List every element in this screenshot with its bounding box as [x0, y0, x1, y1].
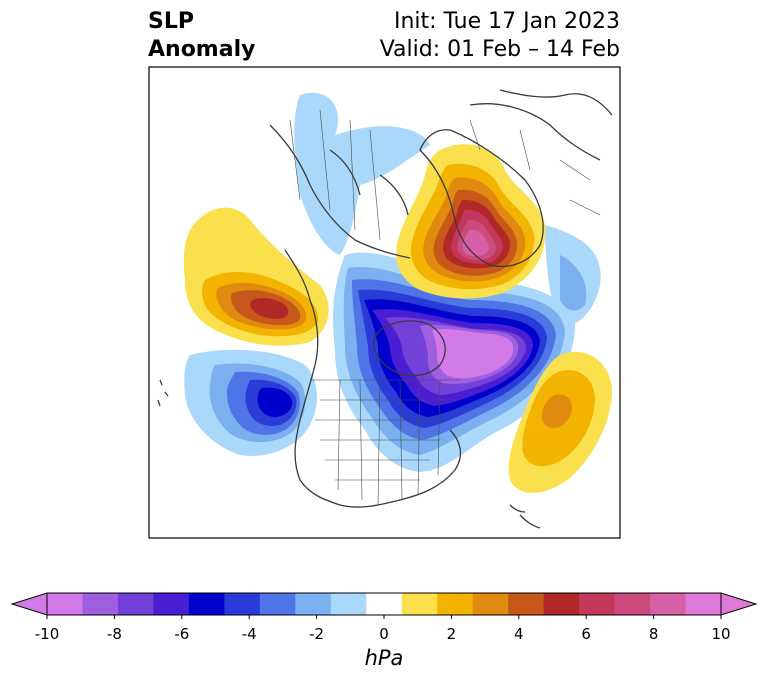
colorbar-tick-label: 2 [446, 625, 457, 643]
colorbar-swatch [295, 593, 332, 615]
plot-title: SLP Anomaly [148, 8, 255, 64]
colorbar-swatch [259, 593, 296, 615]
colorbar-swatch [117, 593, 154, 615]
map-area [149, 67, 620, 538]
colorbar-tick-label: -2 [309, 625, 325, 643]
colorbar-swatch [579, 593, 616, 615]
colorbar [10, 592, 758, 619]
title-line-2: Anomaly [148, 37, 256, 62]
init-date: Init: Tue 17 Jan 2023 [393, 9, 620, 34]
colorbar-swatch [508, 593, 545, 615]
colorbar-tick-label: -4 [241, 625, 257, 643]
colorbar-swatch [47, 593, 83, 615]
colorbar-swatch [614, 593, 651, 615]
colorbar-swatch [543, 593, 580, 615]
map-frame [148, 66, 621, 539]
title-line-1: SLP [148, 9, 194, 34]
plot-dates: Init: Tue 17 Jan 2023 Valid: 01 Feb – 14… [380, 8, 620, 64]
pacific-high [183, 207, 329, 346]
colorbar-unit-label: hPa [364, 646, 404, 670]
colorbar-tick-label: 0 [379, 625, 389, 643]
valid-range: Valid: 01 Feb – 14 Feb [379, 37, 620, 62]
colorbar-swatch [685, 593, 722, 615]
colorbar-tick-label: -6 [174, 625, 190, 643]
greenland-high [396, 144, 546, 299]
colorbar-swatch [153, 593, 190, 615]
colorbar-tick-label: 8 [648, 625, 659, 643]
colorbar-swatch [472, 593, 509, 615]
pacific-low [184, 349, 317, 456]
colorbar-swatch [650, 593, 687, 615]
colorbar-tick-label: 6 [581, 625, 591, 643]
colorbar-swatch [401, 593, 438, 615]
colorbar-tick-label: 10 [711, 625, 731, 643]
canadian-arctic-low [333, 252, 575, 472]
state-borders [289, 109, 601, 506]
colorbar-swatch [82, 593, 119, 615]
colorbar-tick-label: 4 [514, 625, 524, 643]
colorbar-max-extend [720, 592, 758, 616]
colorbar-tick-label: -10 [34, 625, 60, 643]
colorbar-swatch [188, 593, 225, 615]
coastlines [157, 89, 613, 529]
colorbar-min-extend [10, 592, 48, 616]
colorbar-swatch [330, 593, 367, 615]
colorbar-tick-label: -8 [106, 625, 122, 643]
colorbar-swatch [437, 593, 474, 615]
colorbar-swatch [366, 593, 403, 615]
colorbar-swatch [224, 593, 261, 615]
atlantic-high [508, 351, 612, 493]
